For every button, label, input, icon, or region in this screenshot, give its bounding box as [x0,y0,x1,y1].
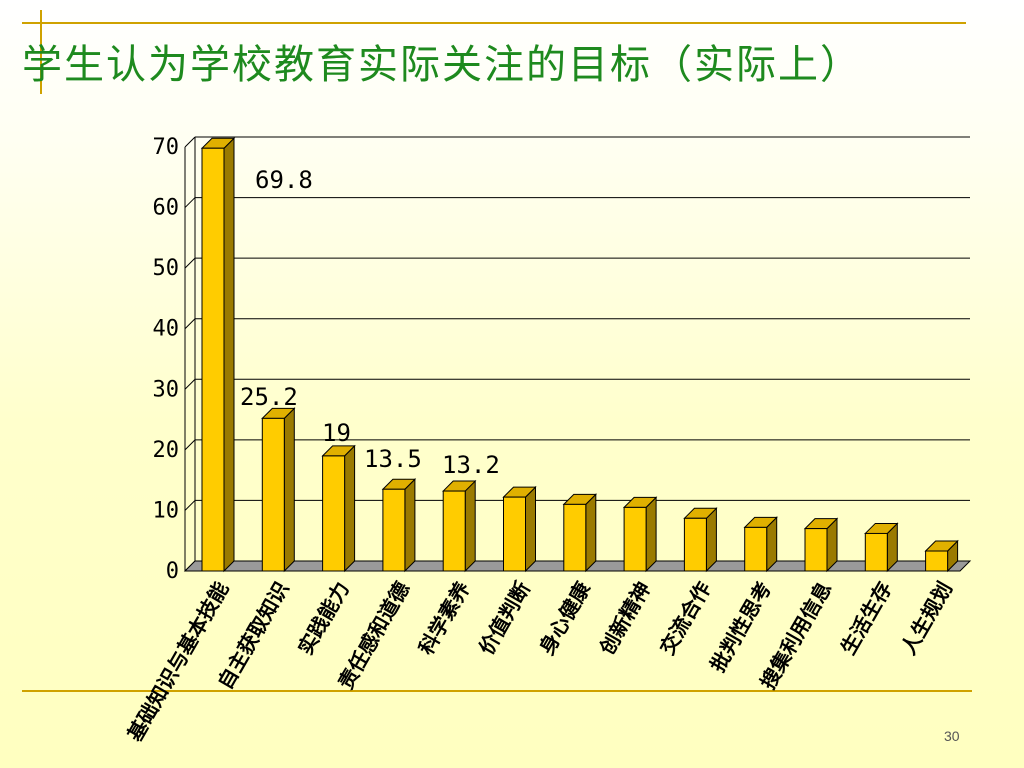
gridline-depth [184,378,196,390]
bar-front [925,550,949,572]
x-tick-label: 价值判断 [474,578,535,659]
gridline-depth [184,197,196,208]
bar-front [503,496,526,572]
x-tick-label: 生活生存 [836,578,897,659]
x-tick-label: 基础知识与基本技能 [123,578,234,746]
y-tick-label: 10 [153,498,180,523]
bar-front [322,455,346,572]
y-tick-label: 50 [153,256,180,281]
bar [562,493,598,573]
bar-front [442,490,466,572]
data-label: 25.2 [240,383,298,411]
bar-side [645,496,657,573]
data-label: 19 [322,419,351,447]
gridline-depth [184,257,196,269]
bar-front [201,147,225,572]
page-number: 30 [944,728,960,744]
bar [622,496,658,573]
bar-side [344,444,356,573]
bar [441,479,477,573]
x-tick-label: 身心健康 [534,577,595,659]
bar-front [563,503,587,572]
bar-front [744,526,768,572]
y-tick-label: 40 [153,317,180,342]
bar [381,478,417,573]
bar [864,522,899,573]
bar-front [864,532,888,572]
x-tick-label: 创新精神 [594,578,655,660]
slide-title: 学生认为学校教育实际关注的目标（实际上） [22,42,862,88]
bar [321,444,356,573]
bar-side [705,507,717,573]
bar-front [623,506,647,572]
bar-front [382,488,406,572]
bar-side [525,485,536,573]
y-tick-label: 0 [166,559,179,584]
x-tick-label: 交流合作 [655,578,716,659]
data-label: 69.8 [255,166,313,194]
gridline-depth [184,318,196,330]
bar-front [804,528,828,572]
bar-side [585,493,597,573]
x-tick-label: 科学素养 [414,578,475,659]
gridline-depth [184,439,196,451]
bar [743,516,778,573]
x-tick-label: 实践能力 [293,578,354,659]
bar-side [464,479,476,573]
bar-side [223,137,235,573]
top-rule [22,22,966,24]
data-label: 13.2 [442,451,500,479]
y-tick-label: 30 [153,377,180,402]
y-tick-label: 70 [153,135,180,160]
bar [261,407,296,573]
bar-front [683,517,707,572]
bar [502,485,537,573]
bar [803,517,839,573]
bar [683,507,718,573]
gridline-depth [184,136,196,148]
bar [200,137,236,573]
bar-side [283,407,295,573]
bottom-rule [22,690,972,692]
left-rule [40,10,42,94]
data-label: 13.5 [364,445,422,473]
bar-side [404,478,416,573]
y-tick-label: 60 [153,196,180,221]
bar [924,539,959,573]
y-tick-label: 20 [153,438,180,463]
bar-front [261,417,285,572]
gridline-depth [184,500,196,511]
x-tick-label: 批判性思考 [705,578,776,677]
x-tick-label: 人生规划 [896,578,957,659]
